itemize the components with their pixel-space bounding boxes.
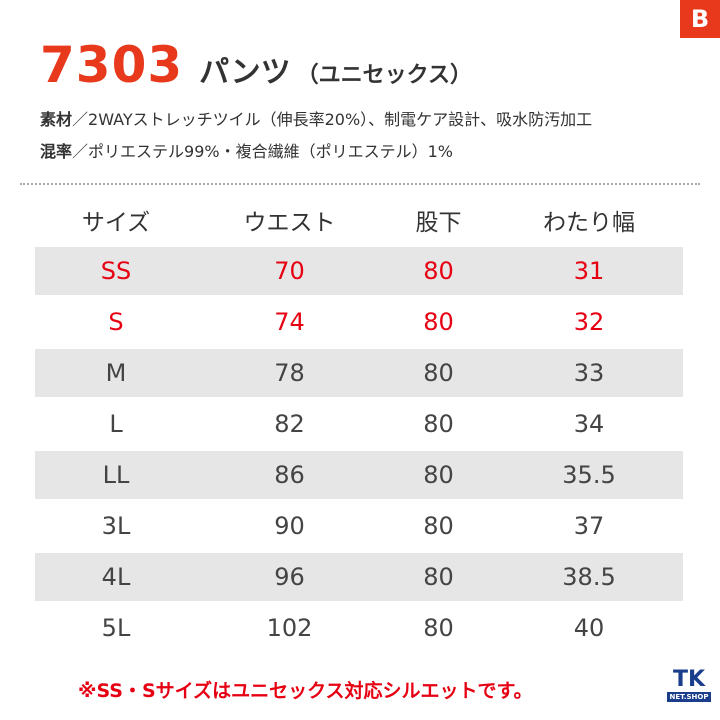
cell-thigh: 40 bbox=[573, 614, 605, 642]
table-row: M 78 80 33 bbox=[35, 349, 683, 397]
spec-blend: 混率／ポリエステル99%・複合繊維（ポリエステル）1% bbox=[40, 138, 453, 162]
cell-size: M bbox=[105, 359, 127, 387]
cell-thigh: 37 bbox=[573, 512, 605, 540]
cell-waist: 78 bbox=[274, 359, 305, 387]
table-row: L 82 80 34 bbox=[35, 400, 683, 448]
cell-thigh: 31 bbox=[573, 257, 605, 285]
cell-waist: 90 bbox=[274, 512, 305, 540]
cell-waist: 102 bbox=[266, 614, 313, 642]
table-row: LL 86 80 35.5 bbox=[35, 451, 683, 499]
cell-size: 5L bbox=[101, 614, 131, 642]
brand-logo: B bbox=[680, 0, 720, 38]
table-row: 4L 96 80 38.5 bbox=[35, 553, 683, 601]
header-waist: ウエスト bbox=[243, 210, 336, 236]
cell-thigh: 38.5 bbox=[562, 563, 616, 591]
header-thigh: わたり幅 bbox=[543, 210, 635, 236]
cell-size: L bbox=[109, 410, 123, 438]
table-row: S 74 80 32 bbox=[35, 298, 683, 346]
dotted-divider bbox=[20, 183, 700, 185]
table-row: 5L 102 80 40 bbox=[35, 604, 683, 652]
cell-size: SS bbox=[100, 257, 132, 285]
cell-inseam: 80 bbox=[423, 512, 454, 540]
tk-logo-mark: TK bbox=[672, 667, 706, 692]
cell-inseam: 80 bbox=[423, 563, 454, 591]
model-number: 7303 bbox=[40, 36, 184, 94]
cell-inseam: 80 bbox=[423, 308, 454, 336]
cell-inseam: 80 bbox=[423, 359, 454, 387]
cell-waist: 74 bbox=[274, 308, 305, 336]
cell-thigh: 34 bbox=[573, 410, 605, 438]
header-size: サイズ bbox=[81, 210, 151, 236]
cell-thigh: 35.5 bbox=[562, 461, 616, 489]
page-header: 7303 パンツ （ユニセックス） bbox=[40, 36, 472, 94]
unisex-note: ※SS・Sサイズはユニセックス対応シルエットです。 bbox=[78, 680, 533, 702]
header-inseam: 股下 bbox=[415, 210, 462, 236]
cell-waist: 82 bbox=[274, 410, 305, 438]
table-row: SS 70 80 31 bbox=[35, 247, 683, 295]
cell-inseam: 80 bbox=[423, 614, 454, 642]
cell-inseam: 80 bbox=[423, 257, 454, 285]
spec-key: 素材 bbox=[40, 110, 73, 129]
cell-thigh: 33 bbox=[573, 359, 605, 387]
cell-size: S bbox=[108, 308, 124, 336]
product-name: パンツ bbox=[199, 55, 291, 90]
size-table: サイズ ウエスト 股下 わたり幅 SS 70 80 31 S 74 80 32 M 78 80 33 L… bbox=[35, 196, 683, 655]
spec-value: ／2WAYストレッチツイル（伸長率20%）、制電ケア設計、吸水防汚加工 bbox=[72, 110, 593, 129]
cell-size: 3L bbox=[101, 512, 131, 540]
cell-thigh: 32 bbox=[573, 308, 605, 336]
cell-size: LL bbox=[102, 461, 130, 489]
tk-logo-sub: NET.SHOP bbox=[667, 692, 711, 702]
spec-key: 混率 bbox=[40, 142, 73, 161]
product-subtitle: （ユニセックス） bbox=[296, 63, 473, 88]
brand-logo-letter: B bbox=[690, 5, 710, 33]
cell-size: 4L bbox=[101, 563, 131, 591]
table-row: 3L 90 80 37 bbox=[35, 502, 683, 550]
spec-value: ／ポリエステル99%・複合繊維（ポリエステル）1% bbox=[72, 142, 453, 161]
cell-waist: 70 bbox=[274, 257, 305, 285]
cell-inseam: 80 bbox=[423, 410, 454, 438]
cell-waist: 96 bbox=[274, 563, 305, 591]
cell-waist: 86 bbox=[274, 461, 305, 489]
table-header-row: サイズ ウエスト 股下 わたり幅 bbox=[35, 196, 683, 244]
tk-netshop-logo: TK NET.SHOP bbox=[667, 668, 711, 712]
spec-material: 素材／2WAYストレッチツイル（伸長率20%）、制電ケア設計、吸水防汚加工 bbox=[40, 106, 592, 130]
cell-inseam: 80 bbox=[423, 461, 454, 489]
